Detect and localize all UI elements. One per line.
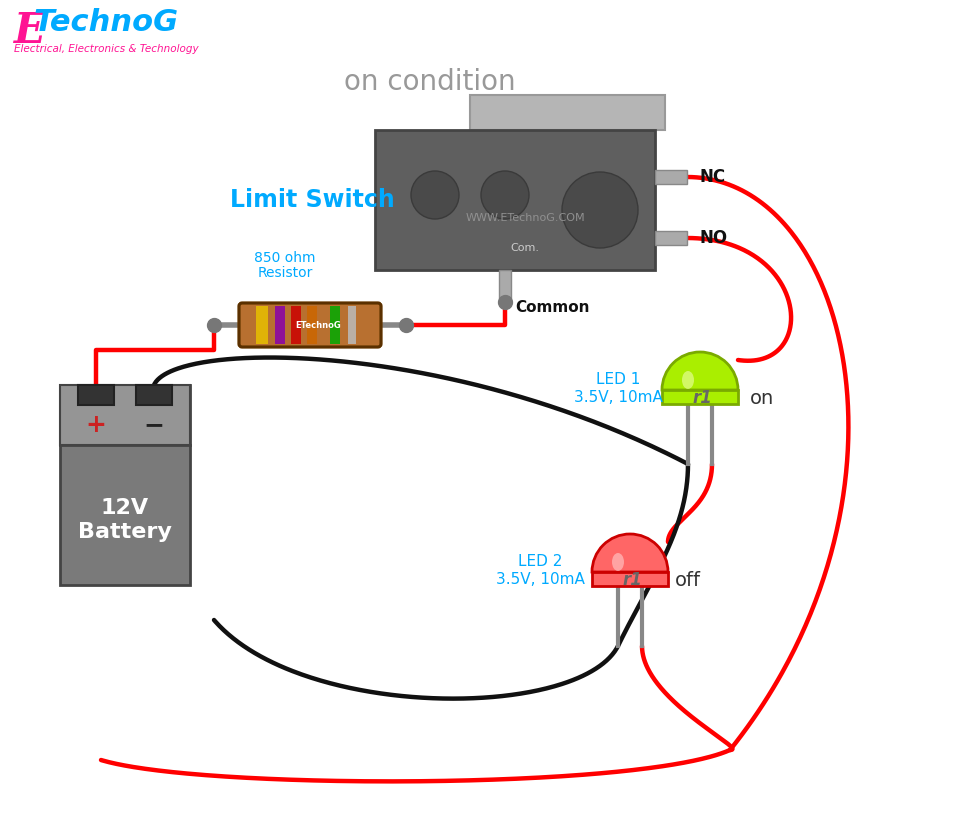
Text: Resistor: Resistor [258,266,313,280]
Bar [256,306,268,344]
Text: +: + [86,413,107,437]
Circle shape [562,172,638,248]
Text: WWW.ETechnoG.COM: WWW.ETechnoG.COM [466,213,585,223]
Bar [60,385,190,585]
Bar [348,306,356,344]
Bar [375,130,655,270]
Text: Common: Common [515,300,589,315]
Text: 3.5V, 10mA: 3.5V, 10mA [573,391,663,406]
Bar [307,306,317,344]
Text: LED 1: LED 1 [596,373,641,387]
Ellipse shape [612,553,624,571]
Text: Limit Switch: Limit Switch [230,188,395,212]
Bar [592,572,668,586]
Bar [662,390,738,404]
Text: E: E [14,10,46,52]
Bar [136,385,172,405]
Text: LED 2: LED 2 [518,554,562,569]
Bar [655,170,687,184]
Text: Com.: Com. [510,243,539,253]
Text: 850 ohm: 850 ohm [255,251,316,265]
Bar [291,306,301,344]
Bar [275,306,285,344]
Bar [60,385,190,445]
Text: off: off [675,571,701,590]
Text: Electrical, Electronics & Technology: Electrical, Electronics & Technology [14,44,198,54]
Circle shape [481,171,529,219]
FancyBboxPatch shape [239,303,381,347]
Circle shape [411,171,459,219]
Text: r1: r1 [622,571,642,589]
Text: ETechnoG: ETechnoG [295,320,341,330]
Wedge shape [662,352,738,390]
Text: NC: NC [699,168,725,186]
Text: NO: NO [699,229,727,247]
Text: 3.5V, 10mA: 3.5V, 10mA [496,572,584,587]
Wedge shape [592,534,668,572]
Text: r1: r1 [692,389,712,407]
Bar [330,306,340,344]
Text: TechnoG: TechnoG [34,8,179,37]
Bar [78,385,114,405]
Bar [655,231,687,245]
Text: on condition: on condition [344,68,516,96]
Bar [499,270,511,302]
Text: −: − [144,413,164,437]
Bar [470,95,665,130]
Text: on: on [750,388,775,407]
Ellipse shape [682,371,694,389]
Text: 12V
Battery: 12V Battery [78,498,172,542]
